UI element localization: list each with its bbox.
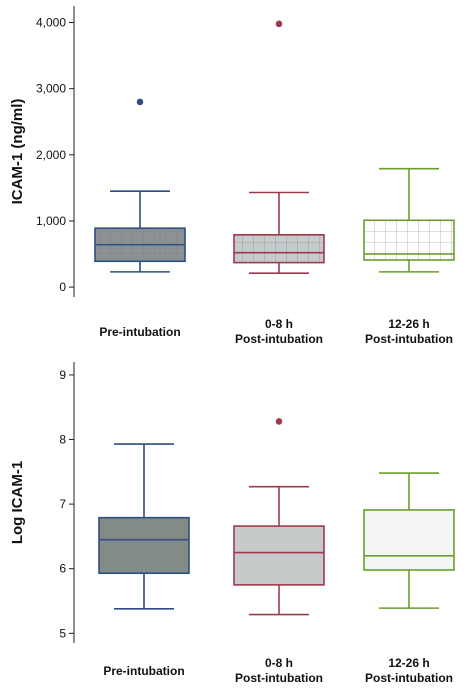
y-tick-label: 1,000	[36, 214, 66, 228]
box-group	[94, 98, 186, 273]
box-group	[233, 418, 325, 616]
box-group	[233, 20, 325, 274]
category-label: Pre-intubation	[99, 325, 180, 339]
category-label: 12-26 h	[388, 317, 429, 331]
y-tick-label: 2,000	[36, 148, 66, 162]
iqr-box	[233, 234, 325, 264]
category-label: 0-8 h	[265, 317, 293, 331]
category-label: 0-8 h	[265, 656, 293, 670]
category-label-line2: Post-intubation	[235, 671, 323, 685]
y-axis-title: ICAM-1 (ng/ml)	[9, 99, 26, 205]
y-tick-label: 4,000	[36, 16, 66, 30]
box-group	[363, 472, 455, 609]
iqr-box	[233, 525, 325, 586]
outlier-point	[275, 418, 283, 425]
y-tick-label: 7	[59, 497, 66, 511]
category-label-line2: Post-intubation	[235, 332, 323, 346]
category-label-line2: Post-intubation	[365, 671, 453, 685]
iqr-box	[98, 516, 190, 575]
iqr-box	[363, 509, 455, 571]
y-axis-title: Log ICAM-1	[9, 461, 26, 544]
y-tick-label: 0	[59, 280, 66, 294]
y-tick-label: 8	[59, 433, 66, 447]
category-label: 12-26 h	[388, 656, 429, 670]
box-group	[363, 167, 455, 273]
y-tick-label: 5	[59, 626, 66, 640]
category-label: Pre-intubation	[103, 664, 184, 678]
icam1-box-plot: 0 1,000 2,000 3,000 4,000 ICAM-1 (ng/ml) Pre-i…	[9, 6, 455, 346]
category-label-line2: Post-intubation	[365, 332, 453, 346]
y-tick-label: 9	[59, 368, 66, 382]
y-tick-label: 6	[59, 562, 66, 576]
box-group	[98, 443, 190, 610]
outlier-point	[136, 98, 144, 106]
y-tick-label: 3,000	[36, 82, 66, 96]
outlier-point	[275, 20, 283, 28]
